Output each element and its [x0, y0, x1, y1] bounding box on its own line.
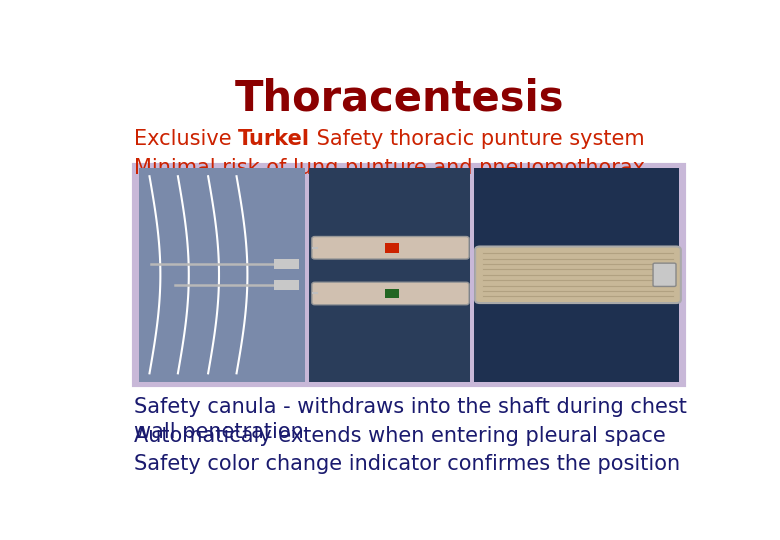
Text: Automaticaly extends when entering pleural space: Automaticaly extends when entering pleur… — [134, 426, 665, 446]
FancyBboxPatch shape — [385, 243, 399, 253]
FancyBboxPatch shape — [312, 282, 469, 305]
Text: Turkel: Turkel — [238, 129, 310, 149]
FancyBboxPatch shape — [653, 263, 676, 286]
Text: Thoracentesis: Thoracentesis — [235, 77, 565, 119]
FancyBboxPatch shape — [275, 280, 299, 290]
Text: Safety color change indicator confirmes the position: Safety color change indicator confirmes … — [134, 454, 680, 474]
Text: Safety canula - withdraws into the shaft during chest
wall penetration: Safety canula - withdraws into the shaft… — [134, 397, 686, 442]
FancyBboxPatch shape — [385, 288, 399, 299]
FancyBboxPatch shape — [474, 168, 679, 382]
FancyBboxPatch shape — [139, 168, 305, 382]
Text: Safety thoracic punture system: Safety thoracic punture system — [310, 129, 644, 149]
FancyBboxPatch shape — [312, 237, 469, 259]
Text: Exclusive: Exclusive — [134, 129, 238, 149]
FancyBboxPatch shape — [310, 168, 470, 382]
Text: Minimal risk of lung punture and pneuomothorax: Minimal risk of lung punture and pneuomo… — [134, 158, 645, 178]
FancyBboxPatch shape — [134, 165, 684, 385]
FancyBboxPatch shape — [275, 259, 299, 269]
FancyBboxPatch shape — [475, 246, 681, 303]
